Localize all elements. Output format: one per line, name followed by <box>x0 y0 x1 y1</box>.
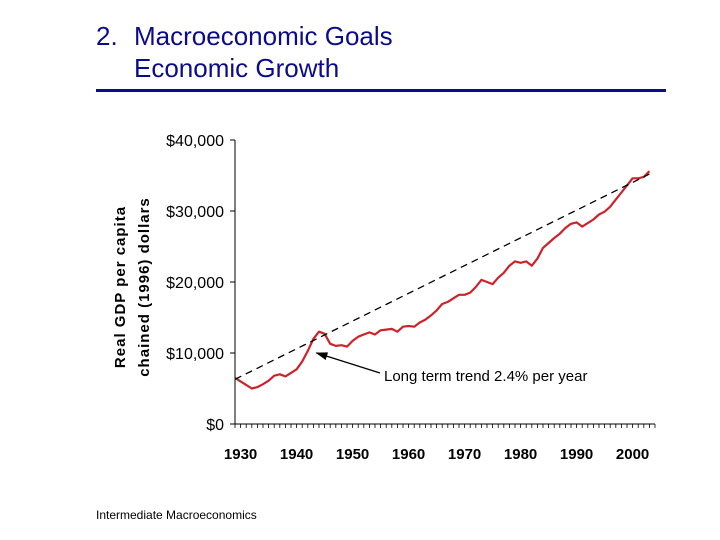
title-text: Macroeconomic Goals <box>134 21 393 51</box>
x-tick-label: 1940 <box>280 446 313 463</box>
y-tick-label: $30,000 <box>166 204 224 221</box>
y-axis-title-line-1: Real GDP per capita <box>112 206 129 368</box>
x-tick-label: 2000 <box>616 446 649 463</box>
footer-text: Intermediate Macroeconomics <box>96 508 257 522</box>
y-tick-label: $20,000 <box>166 275 224 292</box>
y-axis-title-line-2: chained (1996) dollars <box>136 197 153 377</box>
y-tick-label: $40,000 <box>166 133 224 150</box>
x-tick-label: 1960 <box>392 446 425 463</box>
annotation-label: Long term trend 2.4% per year <box>384 368 587 385</box>
gdp-series-line <box>234 170 651 390</box>
subtitle-text: Economic Growth <box>134 53 340 83</box>
x-tick-label: 1970 <box>448 446 481 463</box>
x-tick-label: 1950 <box>336 446 369 463</box>
y-tick-label: $0 <box>206 417 224 434</box>
title-line-1: 2. Macroeconomic Goals <box>96 20 393 52</box>
y-tick-label: $10,000 <box>166 346 224 363</box>
x-tick-label: 1930 <box>224 446 257 463</box>
title-underline <box>96 89 666 92</box>
x-tick-label: 1980 <box>504 446 537 463</box>
section-number: 2. <box>96 21 118 51</box>
x-tick-label: 1990 <box>560 446 593 463</box>
annotation-arrow <box>315 352 381 374</box>
slide-title: 2. Macroeconomic Goals Economic Growth <box>96 20 393 84</box>
trend-line <box>234 173 650 380</box>
